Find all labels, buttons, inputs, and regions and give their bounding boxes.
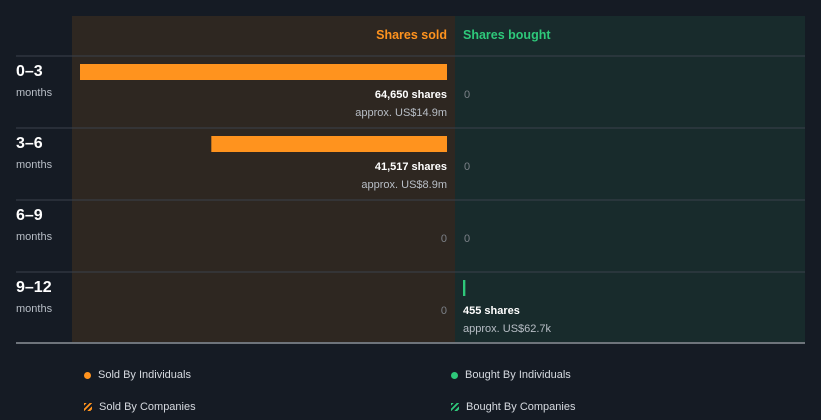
bought-zero-label: 0: [464, 233, 470, 245]
legend-dot-icon: [451, 371, 458, 379]
chart-rows: 0–3 months 64,650 shares approx. US$14.9m 0 3…: [16, 55, 805, 335]
sold-shares-label: 64,650 shares: [375, 89, 447, 101]
legend-label: Bought By Individuals: [465, 369, 571, 381]
legend-label: Sold By Individuals: [98, 369, 191, 381]
bought-panel: [455, 16, 805, 342]
legend-label: Sold By Companies: [99, 401, 196, 413]
period-sublabel: months: [16, 87, 53, 99]
period-sublabel: months: [16, 159, 53, 171]
legend-sold-individuals: Sold By Individuals: [84, 369, 191, 381]
period-sublabel: months: [16, 303, 53, 315]
period-label: 3–6: [16, 135, 43, 152]
legend-label: Bought By Companies: [466, 401, 576, 413]
header-shares-bought: Shares bought: [463, 28, 551, 42]
sold-shares-label: 41,517 shares: [375, 161, 447, 173]
bought-zero-label: 0: [464, 89, 470, 101]
legend-dot-icon: [84, 371, 91, 379]
period-sublabel: months: [16, 231, 53, 243]
period-label: 9–12: [16, 279, 52, 296]
header-shares-sold: Shares sold: [376, 28, 447, 42]
bought-value-label: approx. US$62.7k: [463, 323, 552, 335]
bought-bar: [463, 280, 466, 296]
period-label: 0–3: [16, 63, 43, 80]
sold-value-label: approx. US$8.9m: [361, 179, 447, 191]
sold-value-label: approx. US$14.9m: [355, 107, 447, 119]
sold-zero-label: 0: [441, 233, 447, 245]
legend-hatch-icon: [451, 403, 459, 411]
legend-sold-companies: Sold By Companies: [84, 401, 196, 413]
legend-bought-individuals: Bought By Individuals: [451, 369, 571, 381]
period-label: 6–9: [16, 207, 43, 224]
sold-bar: [80, 64, 447, 80]
legend-bought-companies: Bought By Companies: [451, 401, 575, 413]
sold-bar: [211, 136, 447, 152]
sold-zero-label: 0: [441, 305, 447, 317]
bought-zero-label: 0: [464, 161, 470, 173]
bought-shares-label: 455 shares: [463, 305, 520, 317]
legend-hatch-icon: [84, 403, 92, 411]
